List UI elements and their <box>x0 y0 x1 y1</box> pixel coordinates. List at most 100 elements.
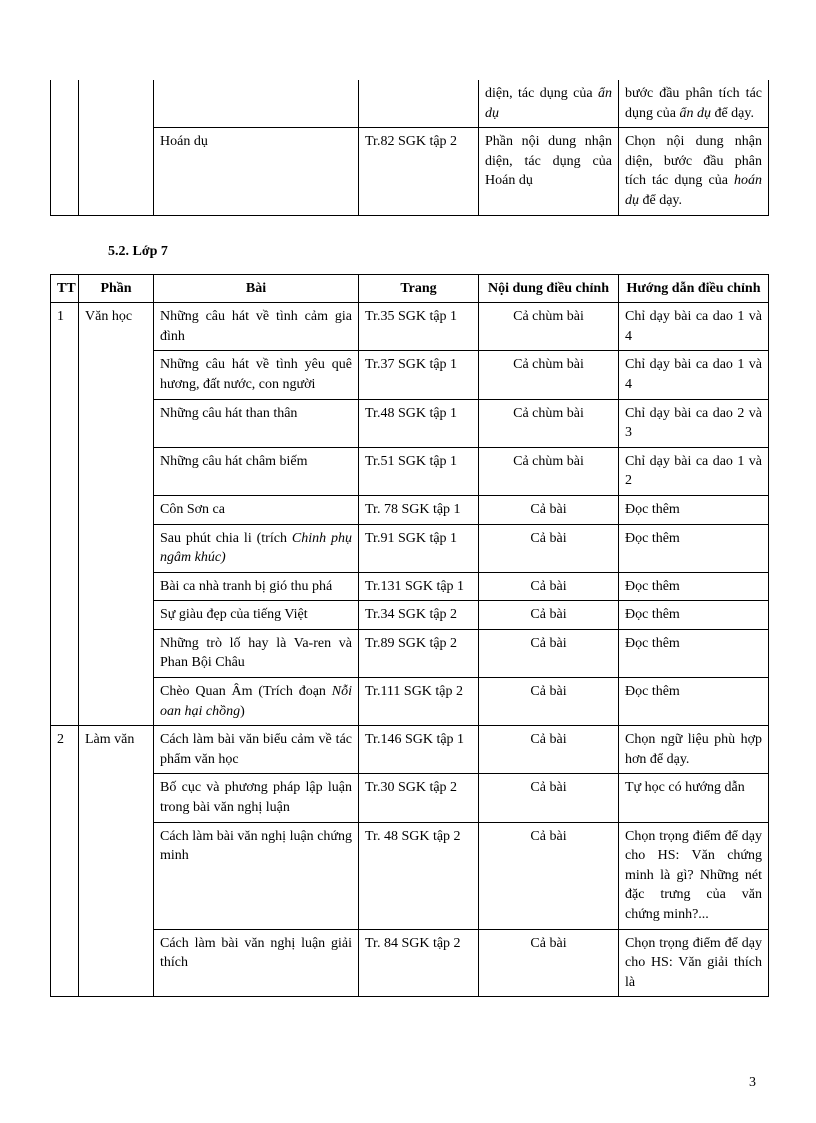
cell-bai: Sau phút chia li (trích Chinh phụ ngâm k… <box>154 524 359 572</box>
cell-hd: Đọc thêm <box>619 601 769 630</box>
cell-nd: Cả bài <box>479 678 619 726</box>
table-row: 2Làm vănCách làm bài văn biểu cảm về tác… <box>51 726 769 774</box>
cell-bai: Côn Sơn ca <box>154 495 359 524</box>
cell-trang: Tr.89 SGK tập 2 <box>359 629 479 677</box>
cell-nd: Cả bài <box>479 572 619 601</box>
table-row: Hoán dụ Tr.82 SGK tập 2 Phần nội dung nh… <box>51 128 769 215</box>
cell-tt <box>51 601 79 630</box>
cell-tt <box>51 929 79 997</box>
cell-trang: Tr. 84 SGK tập 2 <box>359 929 479 997</box>
cell-phan <box>79 524 154 572</box>
th-nd: Nội dung điều chỉnh <box>479 274 619 303</box>
cell-tt <box>51 399 79 447</box>
cell-hd: bước đầu phân tích tác dụng của ẩn dụ để… <box>619 80 769 128</box>
cell-trang: Tr.30 SGK tập 2 <box>359 774 479 822</box>
cell-phan <box>79 822 154 929</box>
cell-hd: Đọc thêm <box>619 495 769 524</box>
cell-tt <box>51 572 79 601</box>
cell-phan <box>79 774 154 822</box>
table-row: Bài ca nhà tranh bị gió thu pháTr.131 SG… <box>51 572 769 601</box>
table-row: Những câu hát châm biếmTr.51 SGK tập 1Cả… <box>51 447 769 495</box>
cell-nd: diện, tác dụng của ẩn dụ <box>479 80 619 128</box>
cell-tt <box>51 80 79 128</box>
table-row: Sau phút chia li (trích Chinh phụ ngâm k… <box>51 524 769 572</box>
cell-nd: Cả chùm bài <box>479 447 619 495</box>
cell-phan <box>79 447 154 495</box>
cell-trang: Tr.131 SGK tập 1 <box>359 572 479 601</box>
table-row: Sự giàu đẹp của tiếng ViệtTr.34 SGK tập … <box>51 601 769 630</box>
cell-trang: Tr.111 SGK tập 2 <box>359 678 479 726</box>
cell-nd: Cả bài <box>479 774 619 822</box>
cell-phan <box>79 929 154 997</box>
table-row: Những câu hát than thânTr.48 SGK tập 1Cả… <box>51 399 769 447</box>
cell-nd: Cả bài <box>479 929 619 997</box>
cell-trang: Tr. 48 SGK tập 2 <box>359 822 479 929</box>
cell-bai: Những trò lố hay là Va-ren và Phan Bội C… <box>154 629 359 677</box>
cell-trang: Tr.82 SGK tập 2 <box>359 128 479 215</box>
cell-hd: Đọc thêm <box>619 629 769 677</box>
cell-trang: Tr.48 SGK tập 1 <box>359 399 479 447</box>
cell-hd: Chỉ dạy bài ca dao 2 và 3 <box>619 399 769 447</box>
cell-bai: Cách làm bài văn nghị luận giải thích <box>154 929 359 997</box>
cell-tt <box>51 822 79 929</box>
cell-phan: Làm văn <box>79 726 154 774</box>
cell-nd: Cả chùm bài <box>479 303 619 351</box>
cell-hd: Chọn trọng điểm để dạy cho HS: Văn chứng… <box>619 822 769 929</box>
cell-nd: Cả bài <box>479 601 619 630</box>
cell-phan <box>79 399 154 447</box>
cell-phan <box>79 80 154 128</box>
cell-tt <box>51 351 79 399</box>
cell-phan <box>79 629 154 677</box>
cell-bai: Những câu hát châm biếm <box>154 447 359 495</box>
cell-trang: Tr.35 SGK tập 1 <box>359 303 479 351</box>
cell-nd: Cả bài <box>479 495 619 524</box>
cell-nd: Cả chùm bài <box>479 399 619 447</box>
cell-tt <box>51 774 79 822</box>
table-1: diện, tác dụng của ẩn dụ bước đầu phân t… <box>50 80 769 216</box>
cell-nd: Phần nội dung nhận diện, tác dụng của Ho… <box>479 128 619 215</box>
cell-bai: Cách làm bài văn nghị luận chứng minh <box>154 822 359 929</box>
cell-tt: 1 <box>51 303 79 351</box>
cell-nd: Cả bài <box>479 726 619 774</box>
cell-bai: Bài ca nhà tranh bị gió thu phá <box>154 572 359 601</box>
cell-hd: Đọc thêm <box>619 524 769 572</box>
cell-phan <box>79 601 154 630</box>
table-row: diện, tác dụng của ẩn dụ bước đầu phân t… <box>51 80 769 128</box>
table-row: Bố cục và phương pháp lập luận trong bài… <box>51 774 769 822</box>
cell-tt <box>51 495 79 524</box>
cell-tt <box>51 678 79 726</box>
table-header-row: TT Phần Bài Trang Nội dung điều chỉnh Hư… <box>51 274 769 303</box>
cell-nd: Cả bài <box>479 629 619 677</box>
cell-bai: Những câu hát than thân <box>154 399 359 447</box>
table-row: Côn Sơn caTr. 78 SGK tập 1Cả bàiĐọc thêm <box>51 495 769 524</box>
cell-hd: Tự học có hướng dẫn <box>619 774 769 822</box>
cell-hd: Chọn ngữ liệu phù hợp hơn để dạy. <box>619 726 769 774</box>
cell-tt <box>51 629 79 677</box>
table-2: TT Phần Bài Trang Nội dung điều chỉnh Hư… <box>50 274 769 998</box>
cell-hd: Đọc thêm <box>619 572 769 601</box>
cell-trang <box>359 80 479 128</box>
cell-nd: Cả chùm bài <box>479 351 619 399</box>
cell-bai: Bố cục và phương pháp lập luận trong bài… <box>154 774 359 822</box>
cell-hd: Chỉ dạy bài ca dao 1 và 4 <box>619 303 769 351</box>
cell-trang: Tr.37 SGK tập 1 <box>359 351 479 399</box>
section-title: 5.2. Lớp 7 <box>108 244 766 260</box>
cell-tt <box>51 524 79 572</box>
cell-phan <box>79 678 154 726</box>
cell-nd: Cả bài <box>479 524 619 572</box>
cell-hd: Chỉ dạy bài ca dao 1 và 2 <box>619 447 769 495</box>
cell-nd: Cả bài <box>479 822 619 929</box>
cell-hd: Chọn nội dung nhận diện, bước đầu phân t… <box>619 128 769 215</box>
table-row: 1Văn họcNhững câu hát về tình cảm gia đì… <box>51 303 769 351</box>
cell-bai <box>154 80 359 128</box>
cell-trang: Tr.91 SGK tập 1 <box>359 524 479 572</box>
th-trang: Trang <box>359 274 479 303</box>
cell-bai: Hoán dụ <box>154 128 359 215</box>
cell-trang: Tr. 78 SGK tập 1 <box>359 495 479 524</box>
cell-phan <box>79 495 154 524</box>
table-row: Cách làm bài văn nghị luận giải thíchTr.… <box>51 929 769 997</box>
cell-phan <box>79 128 154 215</box>
th-hd: Hướng dẫn điều chỉnh <box>619 274 769 303</box>
cell-bai: Những câu hát về tình cảm gia đình <box>154 303 359 351</box>
th-tt: TT <box>51 274 79 303</box>
